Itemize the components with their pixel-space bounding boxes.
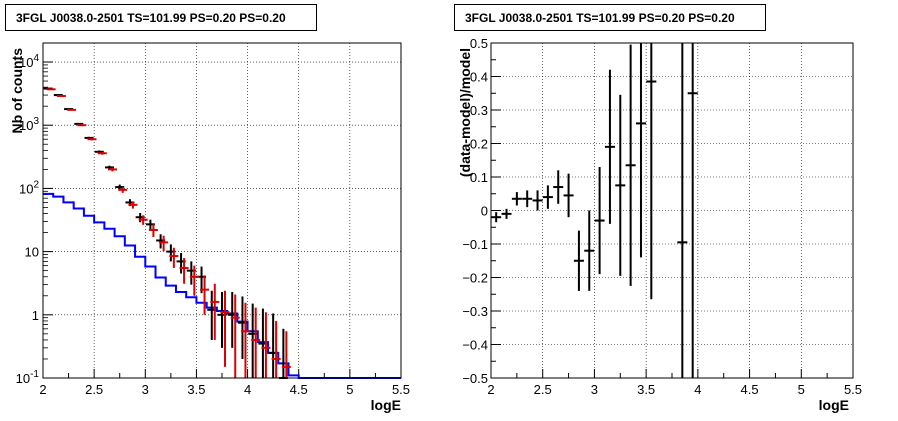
x-axis-label: logE [371, 397, 401, 413]
x-tick-label: 4 [244, 382, 251, 397]
y-tick-label: −0.3 [462, 304, 488, 319]
y-tick-label: 0.5 [470, 36, 488, 51]
y-tick-label: 1 [32, 308, 39, 323]
y-tick-label: 0.2 [470, 137, 488, 152]
x-tick-label: 4.5 [741, 382, 759, 397]
chart-title-left: 3FGL J0038.0-2501 TS=101.99 PS=0.20 PS=0… [5, 4, 317, 31]
y-tick-label: 0.3 [470, 103, 488, 118]
y-tick-label: 104 [19, 53, 39, 70]
y-axis-label: Nb of counts [9, 48, 25, 134]
model-histogram [43, 192, 401, 379]
x-tick-label: 3 [142, 382, 149, 397]
y-tick-label: −0.4 [462, 338, 488, 353]
x-tick-label: 4 [694, 382, 701, 397]
y-tick-label: 102 [19, 179, 39, 196]
y-tick-label: −0.2 [462, 271, 488, 286]
x-axis-label: logE [819, 397, 849, 413]
plot-frame [490, 42, 854, 379]
y-tick-label: −0.5 [462, 371, 488, 386]
x-tick-label: 5.5 [392, 382, 410, 397]
y-tick-label: 0 [481, 204, 488, 219]
chart-title-right: 3FGL J0038.0-2501 TS=101.99 PS=0.20 PS=0… [454, 4, 766, 31]
x-tick-label: 3.5 [187, 382, 205, 397]
y-tick-label: 0.4 [470, 70, 488, 85]
y-tick-label: 10 [25, 245, 39, 260]
y-tick-label: 0.1 [470, 170, 488, 185]
x-tick-label: 5.5 [844, 382, 862, 397]
x-tick-label: 5 [346, 382, 353, 397]
y-tick-label: −0.1 [462, 237, 488, 252]
x-tick-label: 2 [487, 382, 494, 397]
x-tick-label: 3 [591, 382, 598, 397]
x-tick-label: 4.5 [290, 382, 308, 397]
y-tick-label: 103 [19, 116, 39, 133]
y-tick-label: 10-1 [16, 369, 40, 386]
x-tick-label: 5 [798, 382, 805, 397]
x-tick-label: 3.5 [637, 382, 655, 397]
x-tick-label: 2 [39, 382, 46, 397]
y-axis-label: (data-model)/model [457, 48, 473, 177]
plot-frame [42, 42, 402, 379]
x-tick-label: 2.5 [534, 382, 552, 397]
x-tick-label: 2.5 [85, 382, 103, 397]
